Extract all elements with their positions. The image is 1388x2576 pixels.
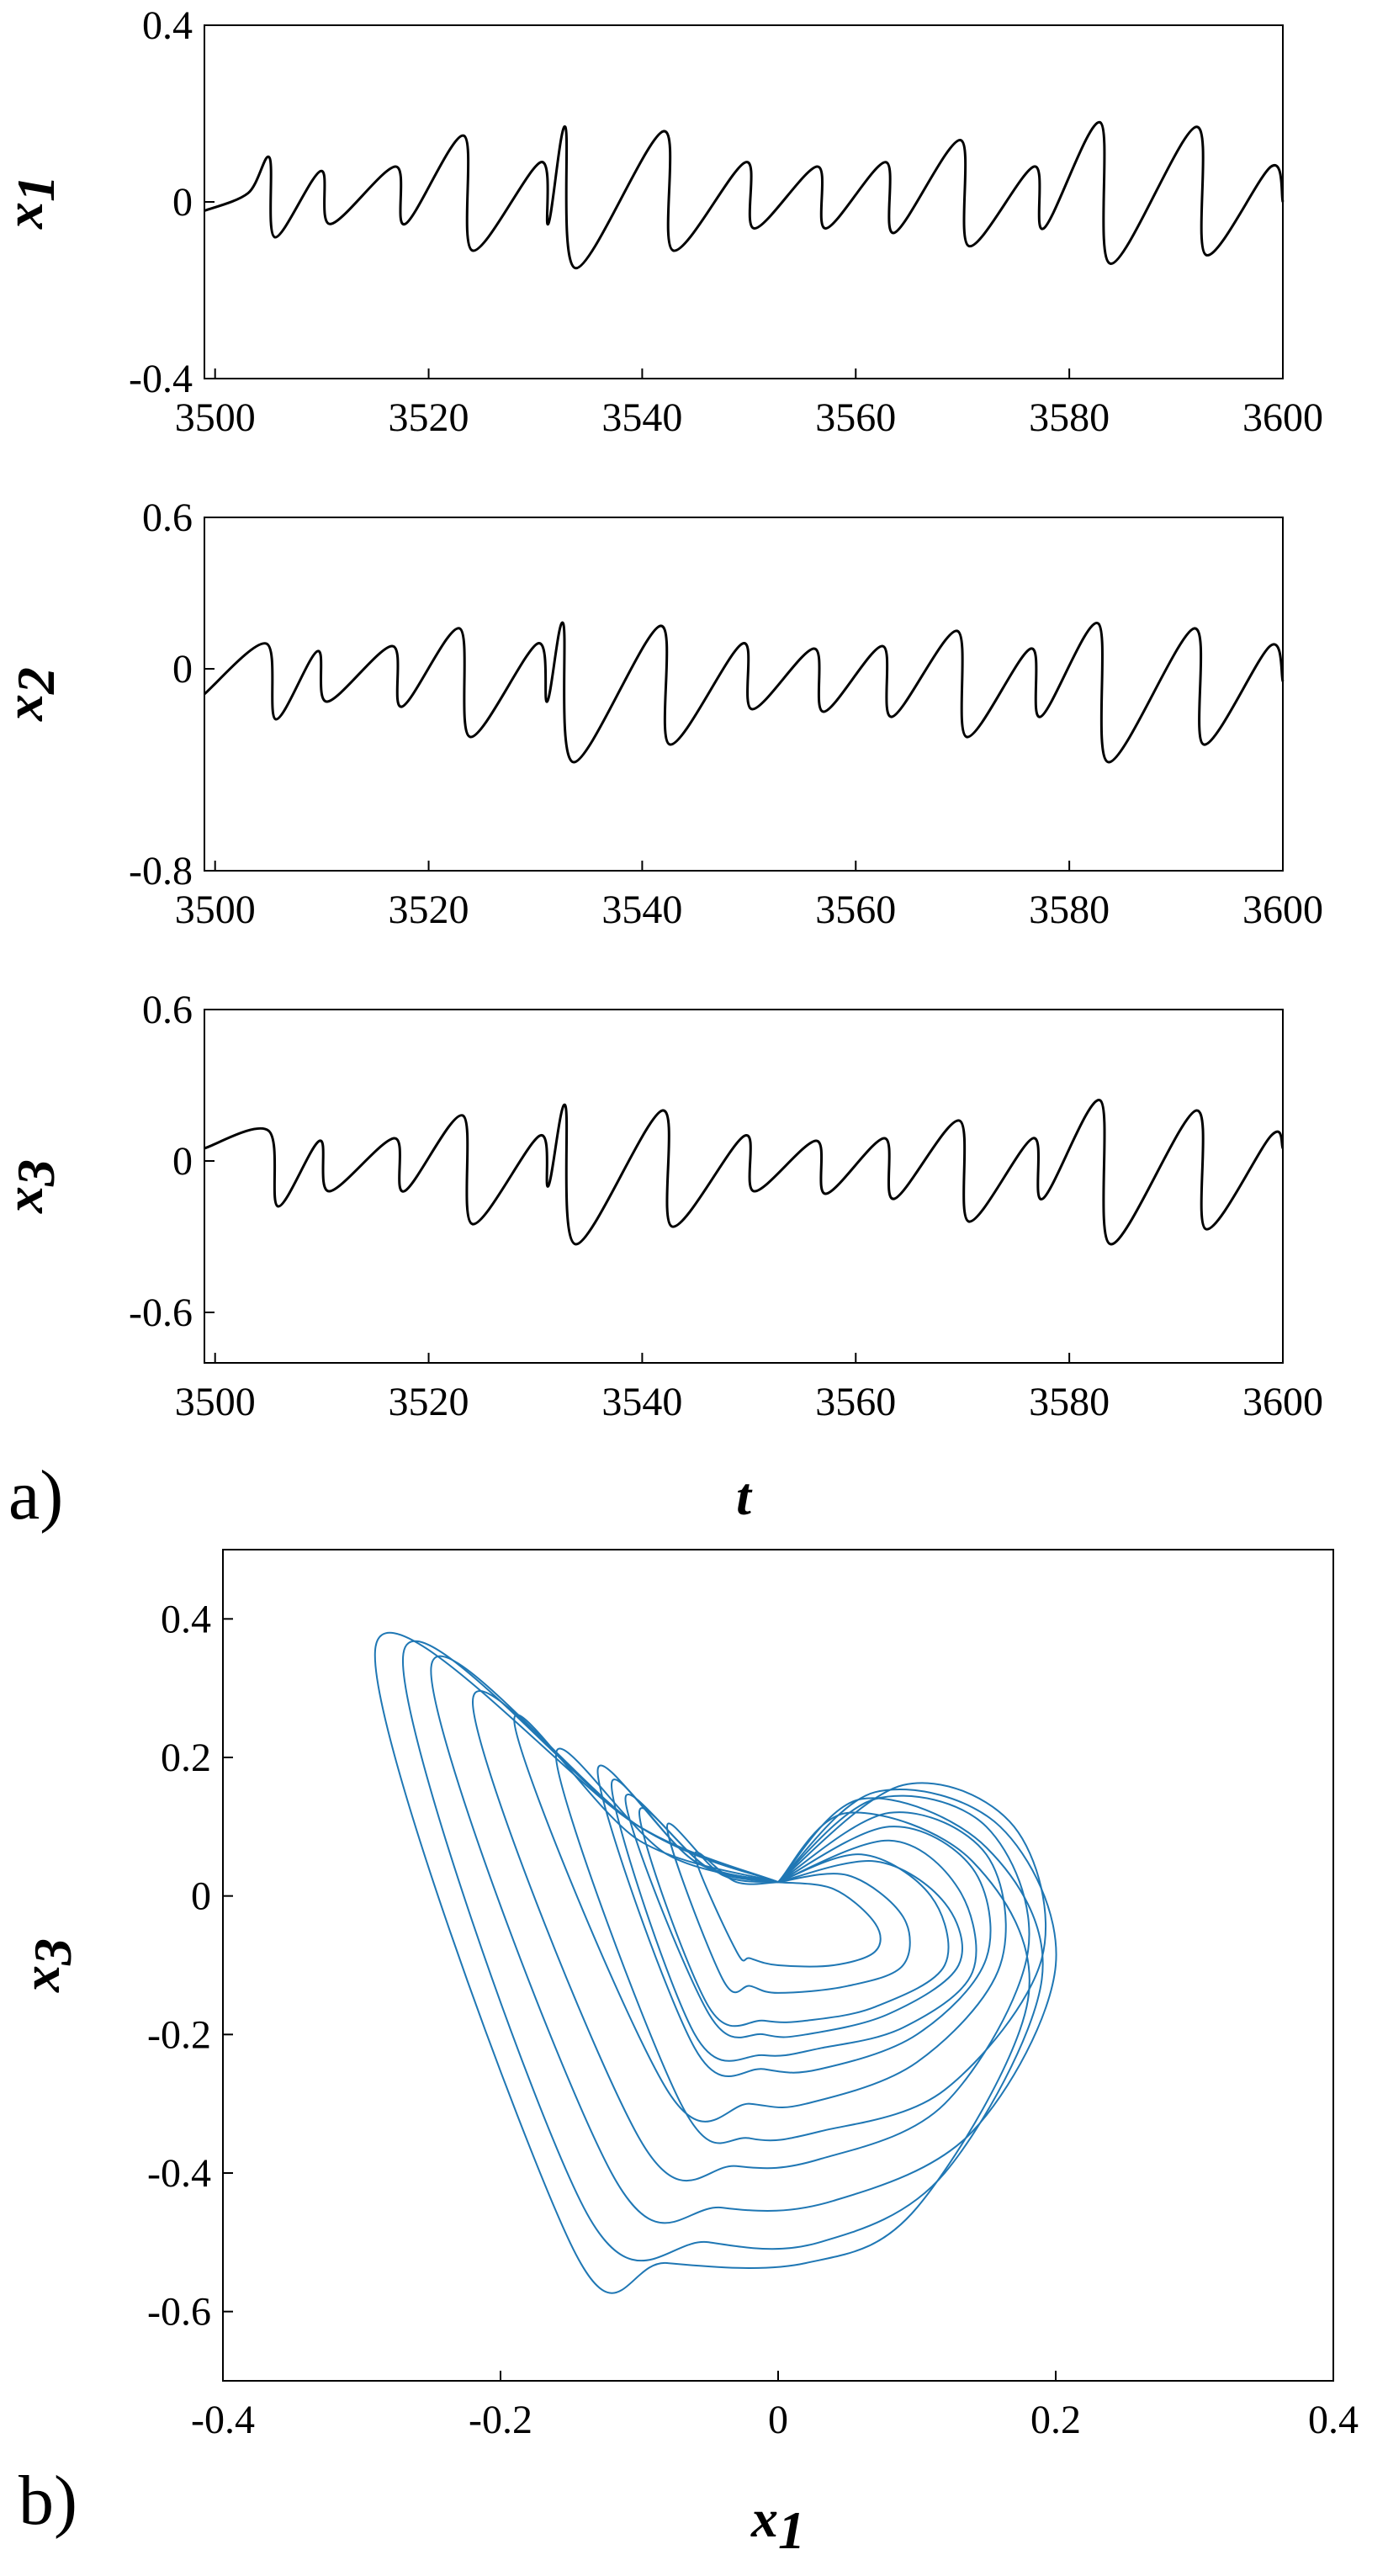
x-tick-label: 3520 [389,1380,469,1424]
x-tick-label: 3500 [175,395,256,440]
x-tick-label: 3540 [601,1380,682,1424]
trajectory-loop [693,1851,882,1968]
y-tick-label: -0.6 [147,2290,211,2335]
trajectory [373,1631,1057,2294]
trajectory-loop [430,1655,1057,2224]
y-tick-label: 0.4 [161,1597,211,1641]
plot-frame [204,1009,1284,1364]
x-tick-label: 0.4 [1308,2398,1359,2442]
y-ticks: -0.8 0 0.6 [129,496,215,893]
x-tick-label: 3600 [1242,395,1323,440]
chart-phase-portrait: b) -0.4 -0.2 0 0.2 0.4 -0.6 -0.4 -0.2 0 0.2 0.4 x… [11,1549,1359,2560]
x-tick-label: 3580 [1029,1380,1110,1424]
trajectory-loop [554,1747,1047,2144]
x-tick-label: 3560 [815,395,896,440]
x-tick-label: 3520 [389,888,469,932]
panel-label-b: b) [19,2462,77,2540]
series-line [204,1099,1285,1246]
x-tick-label: 3500 [175,1380,256,1424]
y-tick-label: 0.2 [161,1736,211,1780]
x-tick-label: 3500 [175,888,256,932]
y-ticks: -0.6 -0.4 -0.2 0 0.2 0.4 [147,1597,233,2335]
chart-x3-vs-t: 3500 3520 3540 3560 3580 3600 -0.6 0 0.6 x3 t [0,988,1323,1526]
y-tick-label: 0 [172,180,193,225]
plot-frame [204,517,1284,872]
x-tick-label: 0.2 [1030,2398,1081,2442]
trajectory-loop [401,1640,1044,2262]
x-ticks: 3500 3520 3540 3560 3580 3600 [175,1353,1323,1424]
y-tick-label: -0.4 [147,2151,211,2196]
trajectory-loop [596,1764,992,2077]
y-axis-label: x2 [0,667,66,722]
x-axis-label: x1 [750,2489,805,2560]
y-tick-label: -0.6 [129,1291,193,1335]
trajectory-loop [610,1778,977,2062]
y-axis-label: x3 [0,1159,66,1214]
panel-label-a: a) [8,1456,63,1534]
x-tick-label: 3560 [815,1380,896,1424]
x-ticks: 3500 3520 3540 3560 3580 3600 [175,368,1323,440]
y-tick-label: -0.2 [147,2012,211,2057]
x-tick-label: 3540 [601,888,682,932]
y-axis-label: x1 [0,175,66,230]
y-tick-label: 0.6 [142,496,193,540]
x-ticks: -0.4 -0.2 0 0.2 0.4 [191,2371,1359,2442]
trajectory-loop [624,1794,963,2038]
y-tick-label: 0 [172,1139,193,1184]
x-tick-label: 3600 [1242,1380,1323,1424]
chart-x1-vs-t: a) 3500 3520 3540 3560 3580 3600 -0.4 0 0.4 x1 [0,3,1323,1534]
x-tick-label: 3540 [601,395,682,440]
x-tick-label: -0.2 [469,2398,532,2442]
x-axis-label: t [736,1466,753,1526]
x-tick-label: 3600 [1242,888,1323,932]
trajectory-loop [665,1822,911,1994]
trajectory-loop [638,1807,950,2027]
y-axis-label: x3 [11,1938,82,1993]
x-tick-label: 0 [768,2398,788,2442]
trajectory-loop [513,1714,1007,2123]
y-tick-label: -0.8 [129,849,193,893]
series-line [204,120,1285,270]
y-ticks: -0.4 0 0.4 [129,3,215,401]
y-tick-label: 0 [172,647,193,692]
y-tick-label: 0.6 [142,988,193,1032]
y-tick-label: 0 [191,1874,211,1919]
chart-x2-vs-t: 3500 3520 3540 3560 3580 3600 -0.8 0 0.6 x2 [0,496,1323,932]
x-tick-label: 3580 [1029,888,1110,932]
x-tick-label: 3580 [1029,395,1110,440]
y-tick-label: -0.4 [129,357,193,401]
x-tick-label: -0.4 [191,2398,255,2442]
series-line [204,621,1285,764]
x-tick-label: 3560 [815,888,896,932]
x-tick-label: 3520 [389,395,469,440]
trajectory-loop [373,1631,1030,2294]
y-tick-label: 0.4 [142,3,193,48]
plot-frame [204,24,1284,379]
x-ticks: 3500 3520 3540 3560 3580 3600 [175,861,1323,932]
y-ticks: -0.6 0 0.6 [129,988,215,1335]
